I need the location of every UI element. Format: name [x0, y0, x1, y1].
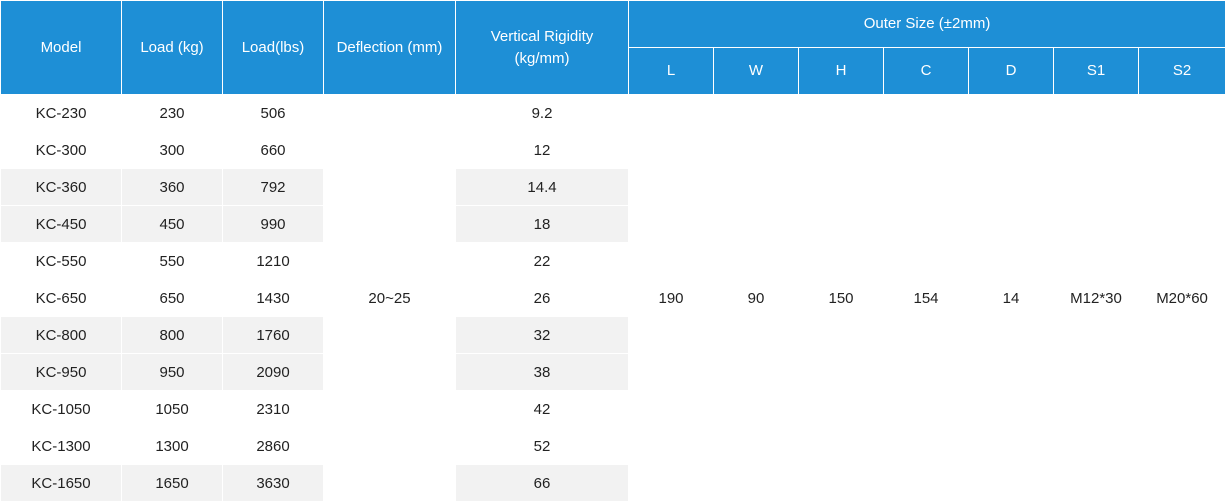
- header-outer-size: Outer Size (±2mm): [627, 0, 1225, 48]
- header-deflection: Deflection (mm): [323, 0, 456, 95]
- table-row: KC-230 230 506 20~25 9.2 190 90 150 154 …: [0, 94, 1225, 502]
- header-s2: S2: [1137, 47, 1225, 95]
- header-model: Model: [0, 0, 122, 95]
- cell-model: KC-800: [0, 316, 122, 354]
- cell-l: 190: [628, 94, 714, 502]
- header-h: H: [798, 47, 884, 95]
- cell-s2: M20*60: [1137, 94, 1225, 502]
- header-d: D: [968, 47, 1054, 95]
- cell-model: KC-650: [0, 279, 122, 317]
- header-rigidity-line1: Vertical Rigidity: [490, 27, 594, 45]
- cell-load-lbs: 792: [222, 168, 324, 206]
- header-load-lbs: Load(lbs): [222, 0, 324, 95]
- cell-load-kg: 650: [121, 279, 223, 317]
- cell-load-lbs: 990: [222, 205, 324, 243]
- cell-rigidity: 18: [455, 205, 629, 243]
- cell-h: 150: [798, 94, 884, 502]
- cell-s1: M12*30: [1053, 94, 1139, 502]
- cell-w: 90: [713, 94, 799, 502]
- table-row: KC-300 300 660 12: [0, 131, 1225, 169]
- cell-rigidity: 32: [455, 316, 629, 354]
- cell-load-lbs: 3630: [222, 464, 324, 502]
- cell-load-kg: 360: [121, 168, 223, 206]
- cell-rigidity: 66: [455, 464, 629, 502]
- cell-load-lbs: 2090: [222, 353, 324, 391]
- cell-rigidity: 9.2: [455, 94, 629, 132]
- cell-rigidity: 22: [455, 242, 629, 280]
- table-row: KC-360 360 792 14.4: [0, 168, 1225, 206]
- cell-rigidity: 14.4: [455, 168, 629, 206]
- cell-model: KC-1300: [0, 427, 122, 465]
- cell-model: KC-360: [0, 168, 122, 206]
- cell-rigidity: 26: [455, 279, 629, 317]
- cell-load-kg: 1300: [121, 427, 223, 465]
- cell-model: KC-550: [0, 242, 122, 280]
- header-vertical-rigidity: Vertical Rigidity (kg/mm): [455, 0, 629, 95]
- cell-c: 154: [883, 94, 969, 502]
- cell-load-lbs: 2310: [222, 390, 324, 428]
- header-l: L: [628, 47, 714, 95]
- header-s1: S1: [1053, 47, 1139, 95]
- table-row: KC-450 450 990 18: [0, 205, 1225, 243]
- header-load-kg: Load (kg): [121, 0, 223, 95]
- table-body: KC-230 230 506 20~25 9.2 190 90 150 154 …: [0, 94, 1225, 502]
- table-row: KC-1650 1650 3630 66: [0, 464, 1225, 502]
- cell-model: KC-300: [0, 131, 122, 169]
- cell-load-lbs: 660: [222, 131, 324, 169]
- header-w: W: [713, 47, 799, 95]
- table-row: KC-550 550 1210 22: [0, 242, 1225, 280]
- cell-load-lbs: 1760: [222, 316, 324, 354]
- table-header: Model Load (kg) Load(lbs) Deflection (mm…: [0, 0, 1225, 95]
- cell-rigidity: 12: [455, 131, 629, 169]
- header-c: C: [883, 47, 969, 95]
- cell-load-lbs: 506: [222, 94, 324, 132]
- cell-load-lbs: 1430: [222, 279, 324, 317]
- cell-deflection: 20~25: [323, 94, 456, 502]
- cell-model: KC-230: [0, 94, 122, 132]
- cell-model: KC-1050: [0, 390, 122, 428]
- cell-load-kg: 450: [121, 205, 223, 243]
- cell-model: KC-950: [0, 353, 122, 391]
- cell-load-kg: 230: [121, 94, 223, 132]
- cell-load-kg: 1650: [121, 464, 223, 502]
- cell-load-lbs: 2860: [222, 427, 324, 465]
- cell-rigidity: 42: [455, 390, 629, 428]
- table-row: KC-950 950 2090 38: [0, 353, 1225, 391]
- cell-load-kg: 950: [121, 353, 223, 391]
- header-rigidity-line2: (kg/mm): [514, 49, 570, 67]
- cell-load-kg: 1050: [121, 390, 223, 428]
- cell-model: KC-450: [0, 205, 122, 243]
- cell-load-lbs: 1210: [222, 242, 324, 280]
- cell-rigidity: 52: [455, 427, 629, 465]
- cell-load-kg: 800: [121, 316, 223, 354]
- cell-d: 14: [968, 94, 1054, 502]
- cell-load-kg: 550: [121, 242, 223, 280]
- cell-load-kg: 300: [121, 131, 223, 169]
- table-row: KC-650 650 1430 26: [0, 279, 1225, 317]
- cell-model: KC-1650: [0, 464, 122, 502]
- cell-rigidity: 38: [455, 353, 629, 391]
- table-row: KC-1300 1300 2860 52: [0, 427, 1225, 465]
